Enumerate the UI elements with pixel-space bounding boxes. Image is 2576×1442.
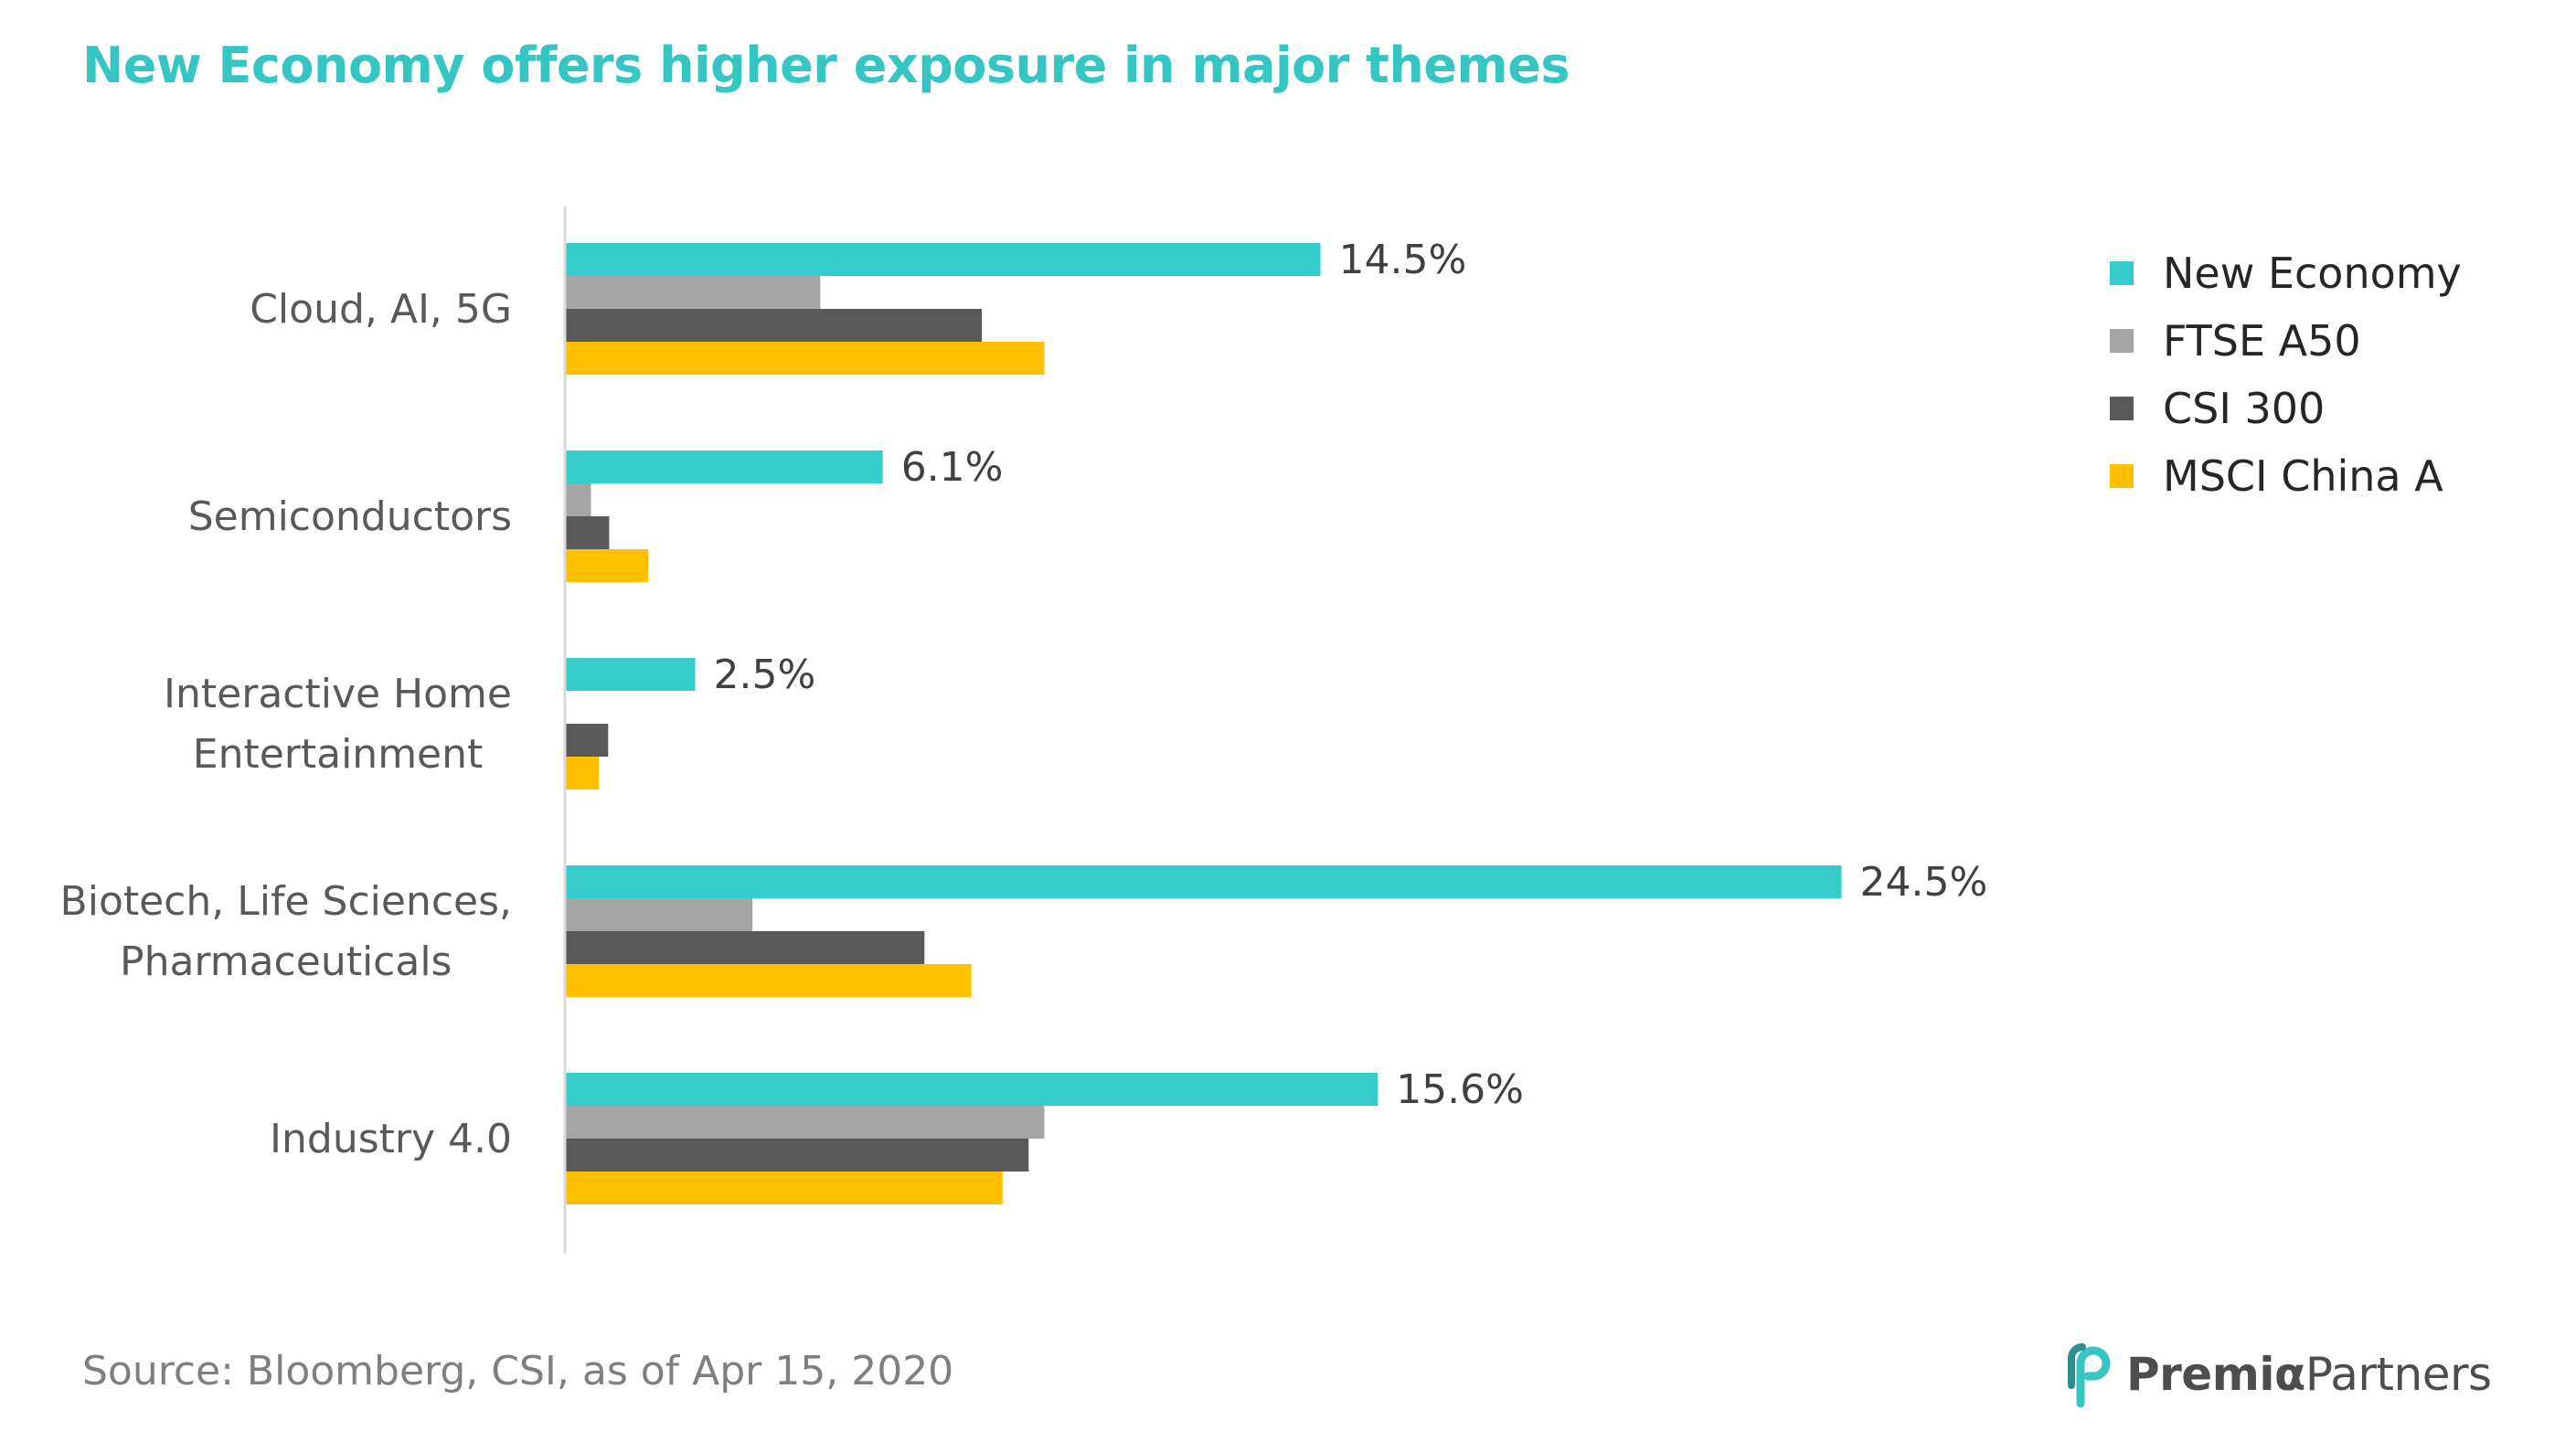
logo-text: PremiαPartners xyxy=(2126,1348,2492,1401)
bar-new-economy-industry-4-0 xyxy=(565,1073,1378,1106)
bar-ftse-a50-biotech-life-sciences-pharmaceuticals xyxy=(565,898,753,931)
bar-new-economy-cloud-ai-5g xyxy=(565,243,1321,276)
legend-item-new-economy: New Economy xyxy=(2110,239,2462,307)
legend-swatch-msci-china-a xyxy=(2110,464,2134,488)
legend-label-msci-china-a: MSCI China A xyxy=(2163,451,2443,501)
premia-partners-logo: PremiαPartners xyxy=(2060,1340,2492,1409)
value-labels: 14.5% 6.1% 2.5% 24.5% 15.6% xyxy=(714,237,1988,1113)
bar-csi-300-interactive-home-entertainment xyxy=(565,724,609,757)
logo-text-partners: Partners xyxy=(2305,1348,2492,1401)
bar-new-economy-interactive-home-entertainment xyxy=(565,658,696,691)
legend-swatch-ftse-a50 xyxy=(2110,329,2134,353)
legend-item-ftse-a50: FTSE A50 xyxy=(2110,307,2462,375)
legend-item-msci-china-a: MSCI China A xyxy=(2110,442,2462,510)
category-label-interactive-home-entertainment-line-2: Entertainment xyxy=(193,731,484,778)
bar-msci-china-a-biotech-life-sciences-pharmaceuticals xyxy=(565,964,972,997)
category-label-industry-4-0: Industry 4.0 xyxy=(270,1116,512,1162)
bar-msci-china-a-cloud-ai-5g xyxy=(565,342,1045,375)
category-label-biotech-life-sciences-pharmaceuticals-line-2: Pharmaceuticals xyxy=(120,938,452,985)
value-label-new-economy-industry-4-0: 15.6% xyxy=(1396,1066,1524,1113)
bar-ftse-a50-semiconductors xyxy=(565,483,591,516)
bar-msci-china-a-industry-4-0 xyxy=(565,1172,1003,1204)
legend-item-csi-300: CSI 300 xyxy=(2110,375,2462,442)
bars-group xyxy=(565,243,1842,1204)
category-label-semiconductors: Semiconductors xyxy=(188,493,512,540)
category-label-interactive-home-entertainment-line-1: Interactive Home xyxy=(164,671,512,717)
legend: New Economy FTSE A50 CSI 300 MSCI China … xyxy=(2110,239,2462,510)
source-note: Source: Bloomberg, CSI, as of Apr 15, 20… xyxy=(82,1348,954,1394)
bar-csi-300-industry-4-0 xyxy=(565,1139,1029,1172)
category-label-biotech-life-sciences-pharmaceuticals-line-1: Biotech, Life Sciences, xyxy=(60,878,512,925)
logo-mark-icon xyxy=(2068,1343,2111,1408)
bar-csi-300-biotech-life-sciences-pharmaceuticals xyxy=(565,931,925,964)
bar-msci-china-a-interactive-home-entertainment xyxy=(565,757,600,790)
bar-msci-china-a-semiconductors xyxy=(565,549,649,582)
bar-csi-300-cloud-ai-5g xyxy=(565,309,982,342)
legend-swatch-new-economy xyxy=(2110,261,2134,285)
category-label-cloud-ai-5g: Cloud, AI, 5G xyxy=(250,286,512,333)
legend-swatch-csi-300 xyxy=(2110,397,2134,420)
category-labels: Cloud, AI, 5G Semiconductors Interactive H… xyxy=(60,286,512,1162)
value-label-new-economy-biotech-life-sciences-pharmaceuticals: 24.5% xyxy=(1860,859,1988,906)
bar-ftse-a50-industry-4-0 xyxy=(565,1106,1045,1139)
logo-text-premia: Premiα xyxy=(2126,1348,2305,1401)
bar-new-economy-biotech-life-sciences-pharmaceuticals xyxy=(565,865,1842,898)
bar-csi-300-semiconductors xyxy=(565,516,610,549)
legend-label-ftse-a50: FTSE A50 xyxy=(2163,316,2361,366)
value-label-new-economy-semiconductors: 6.1% xyxy=(901,444,1004,491)
legend-label-csi-300: CSI 300 xyxy=(2163,384,2326,433)
bar-new-economy-semiconductors xyxy=(565,451,883,483)
bar-ftse-a50-cloud-ai-5g xyxy=(565,276,821,309)
value-label-new-economy-interactive-home-entertainment: 2.5% xyxy=(714,652,816,698)
legend-label-new-economy: New Economy xyxy=(2163,249,2462,298)
value-label-new-economy-cloud-ai-5g: 14.5% xyxy=(1339,237,1467,283)
chart-title: New Economy offers higher exposure in ma… xyxy=(82,37,1570,94)
